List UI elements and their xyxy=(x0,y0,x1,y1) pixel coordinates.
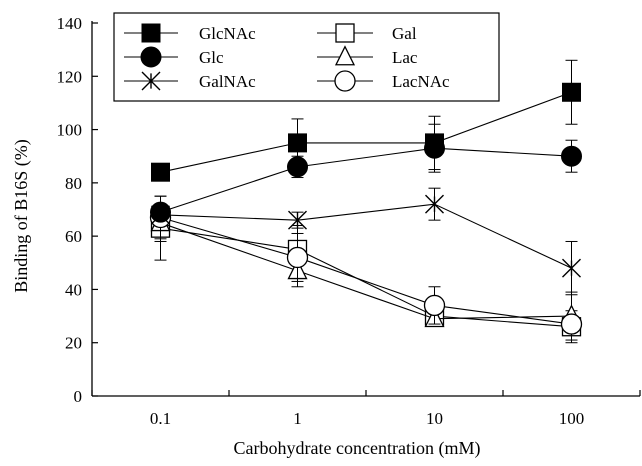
legend-entry-lacnac: LacNAc xyxy=(317,70,450,92)
series-glc xyxy=(150,123,582,223)
data-point-glc xyxy=(150,201,171,223)
axes: 0 20 40 60 80 100 120 140 0.1 1 10 100 xyxy=(57,14,641,428)
legend-entry-lac: Lac xyxy=(317,45,418,67)
series-group xyxy=(149,59,583,344)
legend-entry-gal: Gal xyxy=(317,23,417,43)
data-point-lacnac xyxy=(423,294,446,317)
x-tick-label: 100 xyxy=(559,409,585,428)
data-point-glcnac xyxy=(288,133,307,153)
data-point-glcnac xyxy=(562,82,581,102)
series-lac xyxy=(150,203,582,341)
legend-marker-galnac xyxy=(141,71,161,91)
series-line-glc xyxy=(160,147,572,213)
legend-label-lac: Lac xyxy=(392,48,418,67)
y-tick-label: 100 xyxy=(57,121,83,140)
legend-marker-gal xyxy=(335,23,355,43)
x-tick-label: 1 xyxy=(293,409,302,428)
x-axis-title: Carbohydrate concentration (mM) xyxy=(234,438,481,459)
legend-entry-galnac: GalNAc xyxy=(124,71,256,91)
legend-entry-glc: Glc xyxy=(124,46,224,68)
legend-entry-glcnac: GlcNAc xyxy=(124,23,256,43)
series-line-lacnac xyxy=(160,216,572,325)
legend-label-glc: Glc xyxy=(199,48,224,67)
data-point-galnac xyxy=(425,194,444,214)
legend-label-gal: Gal xyxy=(392,24,417,43)
data-point-lacnac xyxy=(286,246,309,269)
x-tick-label: 10 xyxy=(426,409,443,428)
series-lacnac xyxy=(149,195,583,335)
series-line-glcnac xyxy=(160,91,572,173)
legend-marker-glcnac xyxy=(141,23,161,43)
y-tick-label: 20 xyxy=(65,334,82,353)
legend-label-lacnac: LacNAc xyxy=(392,72,450,91)
y-tick-label: 0 xyxy=(74,387,83,406)
legend-label-galnac: GalNAc xyxy=(199,72,256,91)
series-gal xyxy=(150,195,582,344)
series-line-lac xyxy=(160,222,572,320)
series-line-gal xyxy=(160,227,572,328)
x-tick-label: 0.1 xyxy=(150,409,171,428)
y-axis-title: Binding of B16S (%) xyxy=(11,139,32,293)
series-galnac xyxy=(151,187,581,296)
data-point-galnac xyxy=(288,210,307,230)
y-tick-label: 140 xyxy=(57,14,83,33)
legend-marker-lac xyxy=(334,45,356,66)
series-line-galnac xyxy=(160,203,572,269)
series-glcnac xyxy=(151,59,581,182)
data-point-glcnac xyxy=(425,133,444,153)
data-point-lacnac xyxy=(560,313,583,335)
y-tick-label: 80 xyxy=(65,174,82,193)
data-point-glc xyxy=(561,145,582,167)
y-tick-label: 120 xyxy=(57,67,83,86)
legend-marker-glc xyxy=(140,46,162,68)
legend-marker-lacnac xyxy=(334,70,356,92)
legend: GlcNAc Glc GalNAc Gal Lac LacNAc xyxy=(113,12,500,102)
data-point-glcnac xyxy=(151,162,170,182)
legend-label-glcnac: GlcNAc xyxy=(199,24,256,43)
data-point-galnac xyxy=(562,258,581,278)
y-tick-label: 60 xyxy=(65,227,82,246)
legend-box xyxy=(113,12,500,102)
y-tick-label: 40 xyxy=(65,280,82,299)
